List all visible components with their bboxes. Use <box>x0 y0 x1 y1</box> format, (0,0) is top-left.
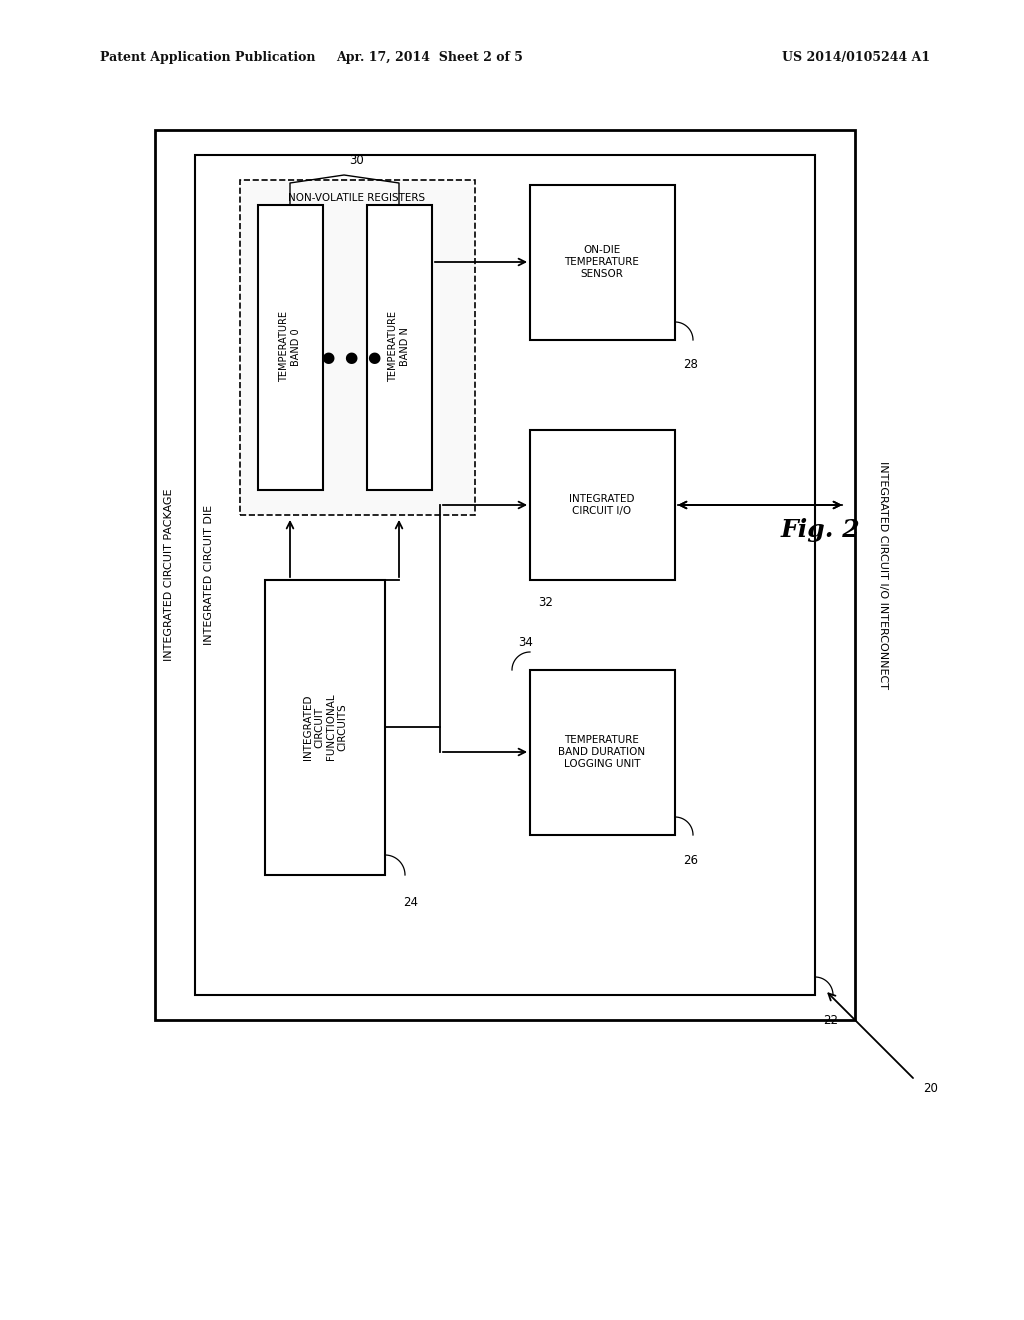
Text: Apr. 17, 2014  Sheet 2 of 5: Apr. 17, 2014 Sheet 2 of 5 <box>337 51 523 65</box>
Bar <box>240 180 475 515</box>
Text: TEMPERATURE
BAND N: TEMPERATURE BAND N <box>388 312 410 383</box>
Bar <box>155 129 855 1020</box>
Text: 32: 32 <box>538 595 553 609</box>
Text: US 2014/0105244 A1: US 2014/0105244 A1 <box>782 51 930 65</box>
Text: 22: 22 <box>823 1014 838 1027</box>
Bar <box>530 185 675 341</box>
Text: 34: 34 <box>518 635 532 648</box>
Bar <box>195 154 815 995</box>
Text: INTEGRATED CIRCUIT PACKAGE: INTEGRATED CIRCUIT PACKAGE <box>164 488 174 661</box>
Text: INTEGRATED CIRCUIT DIE: INTEGRATED CIRCUIT DIE <box>204 506 214 645</box>
Text: INTEGRATED
CIRCUIT I/O: INTEGRATED CIRCUIT I/O <box>569 494 635 516</box>
Text: TEMPERATURE
BAND 0: TEMPERATURE BAND 0 <box>280 312 301 383</box>
Text: ON-DIE
TEMPERATURE
SENSOR: ON-DIE TEMPERATURE SENSOR <box>564 246 639 279</box>
Text: NON-VOLATILE REGISTERS: NON-VOLATILE REGISTERS <box>289 193 426 203</box>
Text: 26: 26 <box>683 854 698 866</box>
Text: Fig. 2: Fig. 2 <box>780 517 860 543</box>
Bar <box>367 205 432 490</box>
Text: 20: 20 <box>923 1081 938 1094</box>
Text: INTEGRATED CIRCUIT I/O INTERCONNECT: INTEGRATED CIRCUIT I/O INTERCONNECT <box>878 461 888 689</box>
Bar <box>530 430 675 579</box>
Bar <box>530 671 675 836</box>
Text: 24: 24 <box>403 896 418 909</box>
Text: 30: 30 <box>349 154 364 168</box>
Bar <box>265 579 385 875</box>
Text: TEMPERATURE
BAND DURATION
LOGGING UNIT: TEMPERATURE BAND DURATION LOGGING UNIT <box>558 735 645 768</box>
Text: 28: 28 <box>683 359 698 371</box>
Text: ●  ●  ●: ● ● ● <box>323 350 382 364</box>
Text: INTEGRATED
CIRCUIT
FUNCTIONAL
CIRCUITS: INTEGRATED CIRCUIT FUNCTIONAL CIRCUITS <box>303 694 347 760</box>
Text: Patent Application Publication: Patent Application Publication <box>100 51 315 65</box>
Bar <box>258 205 323 490</box>
